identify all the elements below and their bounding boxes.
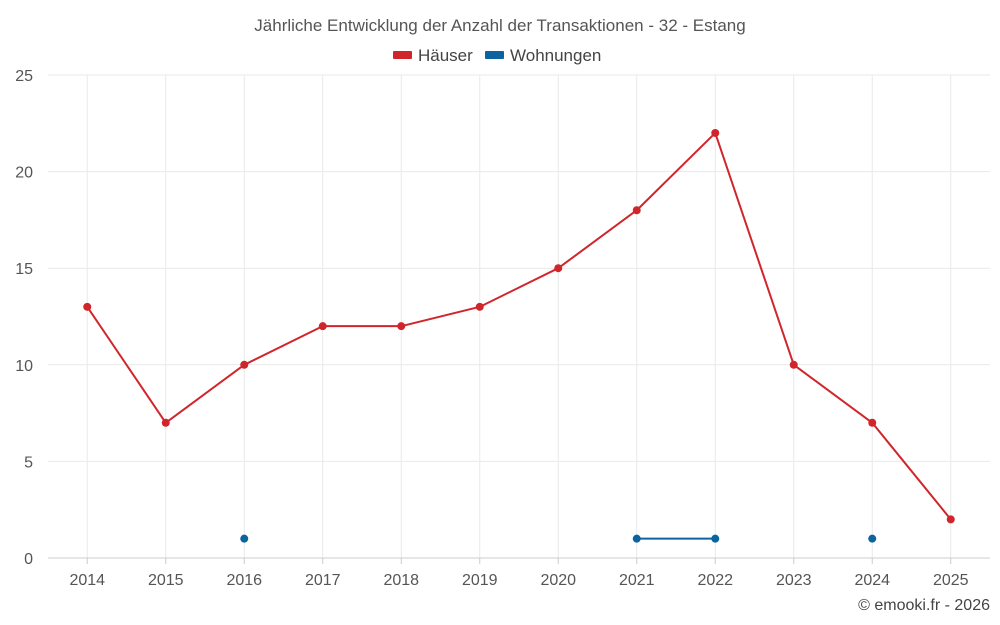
data-point-haeuser[interactable] [161, 418, 170, 427]
y-tick-label: 15 [15, 261, 33, 278]
series [83, 128, 955, 543]
legend-item-wohnungen[interactable]: Wohnungen [485, 46, 601, 65]
data-point-haeuser[interactable] [318, 322, 327, 331]
legend-label-wohnungen: Wohnungen [510, 46, 601, 65]
legend-swatch-haeuser [393, 51, 412, 59]
x-tick-label: 2021 [619, 572, 655, 589]
data-point-wohnungen[interactable] [868, 534, 877, 543]
x-tick-label: 2018 [383, 572, 419, 589]
data-point-haeuser[interactable] [397, 322, 406, 331]
x-tick-label: 2023 [776, 572, 812, 589]
credit-text: © emooki.fr - 2026 [858, 597, 990, 614]
legend-label-haeuser: Häuser [418, 46, 473, 65]
y-tick-label: 20 [15, 165, 33, 182]
x-tick-label: 2025 [933, 572, 969, 589]
grid [48, 74, 990, 559]
x-tick-label: 2020 [540, 572, 576, 589]
x-tick-label: 2019 [462, 572, 498, 589]
data-point-haeuser[interactable] [240, 360, 249, 369]
x-tick-label: 2022 [697, 572, 733, 589]
data-point-wohnungen[interactable] [711, 534, 720, 543]
data-point-haeuser[interactable] [554, 264, 563, 273]
data-point-haeuser[interactable] [632, 206, 641, 215]
data-point-haeuser[interactable] [475, 302, 484, 311]
y-tick-label: 25 [15, 68, 33, 85]
data-point-haeuser[interactable] [789, 360, 798, 369]
data-point-haeuser[interactable] [868, 418, 877, 427]
x-tick-label: 2015 [148, 572, 184, 589]
x-tick-label: 2024 [854, 572, 890, 589]
data-point-wohnungen[interactable] [632, 534, 641, 543]
y-tick-label: 5 [24, 454, 33, 471]
x-tick-label: 2017 [305, 572, 341, 589]
legend[interactable]: Häuser Wohnungen [393, 46, 601, 65]
data-point-wohnungen[interactable] [240, 534, 249, 543]
legend-item-haeuser[interactable]: Häuser [393, 46, 473, 65]
y-tick-label: 0 [24, 551, 33, 568]
y-tick-label: 10 [15, 358, 33, 375]
x-tick-label: 2016 [226, 572, 262, 589]
data-point-haeuser[interactable] [711, 128, 720, 137]
series-line-haeuser [86, 131, 952, 520]
data-point-haeuser[interactable] [83, 302, 92, 311]
series-haeuser [83, 128, 955, 524]
data-point-haeuser[interactable] [946, 515, 955, 524]
series-wohnungen [240, 534, 877, 543]
chart-title: Jährliche Entwicklung der Anzahl der Tra… [254, 16, 745, 35]
legend-swatch-wohnungen [485, 51, 504, 59]
x-tick-label: 2014 [69, 572, 105, 589]
